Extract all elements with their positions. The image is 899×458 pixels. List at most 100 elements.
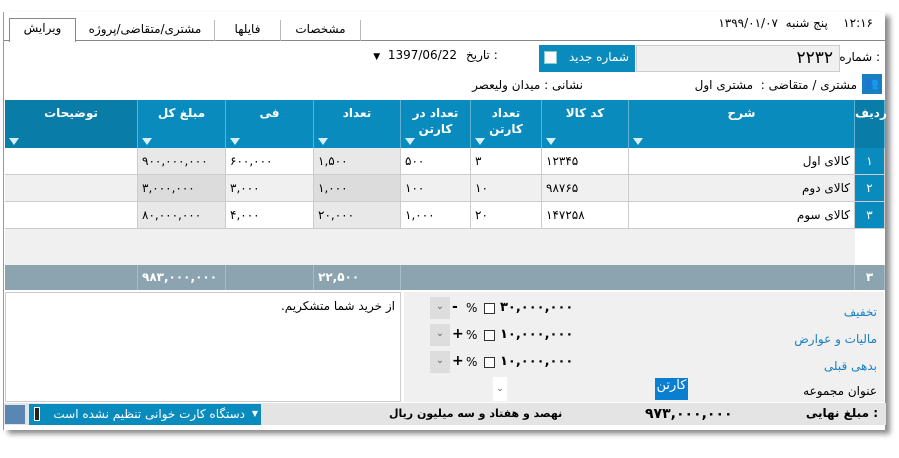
adjustment-amount[interactable]: ۱۰,۰۰۰,۰۰۰ <box>500 327 574 342</box>
cell-price[interactable]: ۴,۰۰۰ <box>226 202 314 229</box>
cell-cartons[interactable]: ۱۰ <box>471 175 542 202</box>
cell-desc[interactable]: کالای دوم <box>629 175 855 202</box>
filter-icon[interactable] <box>405 138 415 145</box>
number-label: شماره : <box>839 50 880 64</box>
cell-no[interactable]: ۱ <box>855 148 885 175</box>
cell-code[interactable]: ۹۸۷۶۵ <box>542 175 629 202</box>
address-label: نشانی : <box>544 78 583 92</box>
col-header-qty[interactable]: تعداد <box>314 100 401 148</box>
filter-icon[interactable] <box>142 138 152 145</box>
date: ۱۳۹۹/۰۱/۰۷ <box>718 16 778 30</box>
notes-textarea[interactable]: از خرید شما متشکریم. <box>5 292 401 402</box>
cell-per-carton[interactable]: ۵۰۰ <box>401 148 471 175</box>
items-grid: ردیف شرح کد کالا تعداد کارتن تعداد در کا… <box>5 100 887 290</box>
group-dropdown[interactable]: ⌄ <box>493 377 507 401</box>
col-header-code[interactable]: کد کالا <box>542 100 629 148</box>
filter-icon[interactable] <box>230 138 240 145</box>
address-value: میدان ولیعصر <box>472 78 541 92</box>
cell-cartons[interactable]: ۲۰ <box>471 202 542 229</box>
adjustment-label[interactable]: تخفیف <box>843 305 877 319</box>
date-value: 1397/06/22 <box>387 48 457 62</box>
tab-files[interactable]: فایلها <box>215 20 281 41</box>
card-reader-selector[interactable]: دستگاه کارت خوانی تنظیم نشده است ▼ <box>29 404 261 425</box>
calculator-icon[interactable] <box>5 405 25 424</box>
cell-total[interactable]: ۳,۰۰۰,۰۰۰ <box>138 175 226 202</box>
group-value[interactable]: کارتن <box>655 378 688 400</box>
new-number-button[interactable]: شماره جدید <box>539 45 635 72</box>
cell-note[interactable] <box>5 202 138 229</box>
cell-qty[interactable]: ۱,۵۰۰ <box>314 148 401 175</box>
cell-no[interactable]: ۲ <box>855 175 885 202</box>
adjustment-amount[interactable]: ۳۰,۰۰۰,۰۰۰ <box>500 300 574 315</box>
footer-blank <box>226 265 314 290</box>
customer-value: مشتری اول <box>694 78 754 92</box>
sign-toggle[interactable]: - <box>452 299 458 315</box>
footer-count: ۳ <box>855 265 885 290</box>
tab-edit[interactable]: ویرایش <box>9 18 76 42</box>
cell-no[interactable]: ۳ <box>855 202 885 229</box>
cell-desc[interactable]: کالای سوم <box>629 202 855 229</box>
filter-icon[interactable] <box>546 138 556 145</box>
cell-price[interactable]: ۳,۰۰۰ <box>226 175 314 202</box>
final-amount: ۹۷۳,۰۰۰,۰۰۰ <box>645 406 733 422</box>
col-header-price[interactable]: فی <box>226 100 314 148</box>
group-label: عنوان مجموعه <box>803 384 877 398</box>
cell-desc[interactable]: کالای اول <box>629 148 855 175</box>
adjustment-label[interactable]: مالیات و عوارض <box>794 332 877 346</box>
final-amount-label: مبلغ نهایی : <box>805 406 878 420</box>
adjustment-amount[interactable]: ۱۰,۰۰۰,۰۰۰ <box>500 354 574 369</box>
adjustment-label[interactable]: بدهی قبلی <box>823 359 877 373</box>
percent-checkbox[interactable] <box>484 303 495 314</box>
cell-per-carton[interactable]: ۱,۰۰۰ <box>401 202 471 229</box>
filter-icon[interactable] <box>318 138 328 145</box>
cell-note[interactable] <box>5 148 138 175</box>
number-field[interactable]: ۲۲۳۲ <box>636 45 840 72</box>
footer-qty: ۲۲,۵۰۰ <box>314 265 401 290</box>
cell-code[interactable]: ۱۴۷۲۵۸ <box>542 202 629 229</box>
customer-info: مشتری / متقاضی : مشتری اول <box>695 78 857 92</box>
status-bar: دستگاه کارت خوانی تنظیم نشده است ▼ نهصد … <box>4 403 886 425</box>
col-header-per-carton[interactable]: تعداد در کارتن <box>401 100 471 148</box>
cell-qty[interactable]: ۱,۰۰۰ <box>314 175 401 202</box>
date-picker[interactable]: ▼ 1397/06/22 <box>373 48 457 62</box>
chevron-down-icon: ▼ <box>373 52 381 62</box>
filter-icon[interactable] <box>475 138 485 145</box>
footer-total: ۹۸۳,۰۰۰,۰۰۰ <box>138 265 226 290</box>
percent-checkbox[interactable] <box>484 357 495 368</box>
time: ۱۲:۱۶ <box>843 16 873 30</box>
cell-qty[interactable]: ۲۰,۰۰۰ <box>314 202 401 229</box>
customer-label: مشتری / متقاضی : <box>760 78 857 92</box>
footer-blank <box>5 265 138 290</box>
tab-customer[interactable]: مشتری/متقاضی/پروژه <box>76 20 215 41</box>
adjustment-dropdown[interactable]: ⌄ <box>430 324 450 346</box>
adjustment-dropdown[interactable]: ⌄ <box>430 351 450 373</box>
cell-code[interactable]: ۱۲۳۴۵ <box>542 148 629 175</box>
col-header-total[interactable]: مبلغ کل <box>138 100 226 148</box>
cell-total[interactable]: ۹۰۰,۰۰۰,۰۰۰ <box>138 148 226 175</box>
cell-per-carton[interactable]: ۱۰۰ <box>401 175 471 202</box>
col-header-desc[interactable]: شرح <box>629 100 855 148</box>
footer-blank <box>401 265 855 290</box>
customers-icon[interactable]: 👥 <box>862 74 882 94</box>
percent-checkbox[interactable] <box>484 330 495 341</box>
filter-icon[interactable] <box>633 138 643 145</box>
filter-icon[interactable] <box>9 138 19 145</box>
col-header-cartons[interactable]: تعداد کارتن <box>471 100 542 148</box>
cell-note[interactable] <box>5 175 138 202</box>
percent-symbol: % <box>466 301 478 315</box>
cell-cartons[interactable]: ۳ <box>471 148 542 175</box>
cell-price[interactable]: ۶۰۰,۰۰۰ <box>226 148 314 175</box>
col-header-row[interactable]: ردیف <box>855 100 887 148</box>
cell-total[interactable]: ۸۰,۰۰۰,۰۰۰ <box>138 202 226 229</box>
tab-bar: ویرایش مشتری/متقاضی/پروژه فایلها مشخصات <box>4 18 885 42</box>
tab-specs[interactable]: مشخصات <box>281 20 361 41</box>
sign-toggle[interactable]: + <box>452 326 464 342</box>
new-number-label: شماره جدید <box>569 50 629 64</box>
col-header-notes[interactable]: توضیحات <box>5 100 138 148</box>
adjustment-dropdown[interactable]: ⌄ <box>430 297 450 319</box>
datetime: ۱۲:۱۶ پنج شنبه ۱۳۹۹/۰۱/۰۷ <box>718 16 873 30</box>
amount-in-words: نهصد و هفتاد و سه میلیون ریال <box>389 407 563 420</box>
notes-text: از خرید شما متشکریم. <box>280 299 395 313</box>
sign-toggle[interactable]: + <box>452 353 464 369</box>
percent-symbol: % <box>466 328 478 342</box>
